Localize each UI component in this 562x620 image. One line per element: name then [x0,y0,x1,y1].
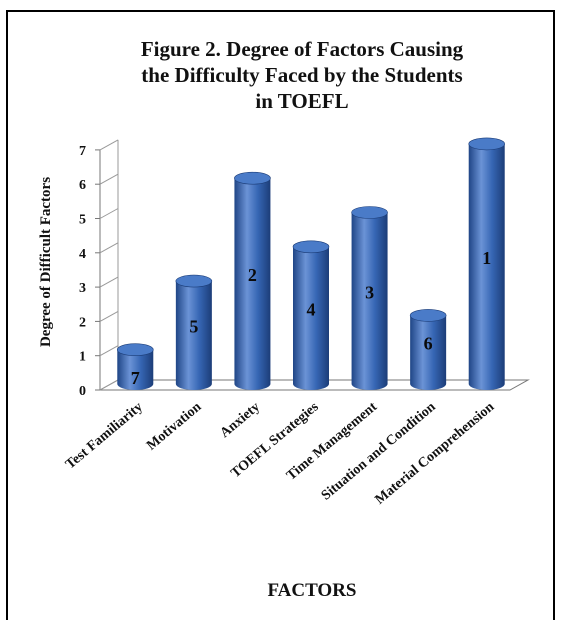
bar: 3 [351,206,388,390]
bar-top [351,206,388,219]
y-ticks: 0 1 2 3 4 5 6 7 [79,139,119,399]
x-tick-label: Motivation [144,399,204,453]
bar-top [234,171,271,185]
bar-data-label: 7 [131,368,140,388]
bar-top [409,309,447,322]
y-tick-wall [99,310,119,322]
y-tick-label: 2 [79,315,86,330]
bar: 1 [468,137,506,390]
title-line-3: in TOEFL [255,89,348,113]
bar: 4 [292,240,330,390]
bar-body [175,281,212,390]
y-tick-wall [99,173,119,185]
title-line-2: the Difficulty Faced by the Students [141,63,462,87]
bar-body [351,212,388,390]
bar-data-label: 4 [307,299,316,319]
y-tick-label: 7 [79,144,86,159]
bar: 5 [175,274,213,390]
x-tick-label: Test Familiarity [63,400,146,473]
bar: 6 [409,309,447,390]
title-line-1: Figure 2. Degree of Factors Causing [141,37,464,61]
y-tick-wall [99,208,119,219]
y-tick-wall [99,139,119,151]
bar-data-label: 5 [189,317,198,337]
y-tick-label: 5 [79,213,86,228]
bar-data-label: 2 [248,265,257,285]
y-tick-label: 3 [79,281,86,296]
y-tick-label: 0 [79,384,86,399]
bars: 7 5 2 4 3 6 1 [116,137,506,390]
y-tick-wall [99,242,119,254]
bar-top [468,137,506,151]
x-tick-label: Situation and Condition [319,399,439,503]
x-axis-label: FACTORS [267,580,356,601]
y-tick-wall [99,276,119,288]
bar-data-label: 1 [482,248,491,268]
y-tick-label: 4 [79,247,86,262]
bar: 2 [234,171,271,390]
bar-body [293,246,329,390]
x-tick-label: Anxiety [218,400,263,441]
bar-top [175,274,213,288]
bar-data-label: 6 [424,334,433,354]
bar-body [410,315,447,390]
bar-top [292,240,330,254]
bar-body [117,349,154,390]
y-tick-wall [99,379,119,391]
bar-data-label: 3 [365,282,374,302]
bar-top [116,343,154,357]
x-tick-label: Material Comprehension [373,399,498,507]
chart-frame [6,10,555,620]
y-tick-label: 1 [79,350,86,365]
bar-body [468,143,505,390]
bar-body [234,178,271,390]
y-axis-label: Degree of Difficult Factors [38,177,54,347]
chart-title: Figure 2. Degree of Factors Causing the … [141,37,464,113]
y-tick-wall [99,345,119,357]
y-tick-label: 6 [79,178,86,193]
bar: 7 [116,343,154,390]
